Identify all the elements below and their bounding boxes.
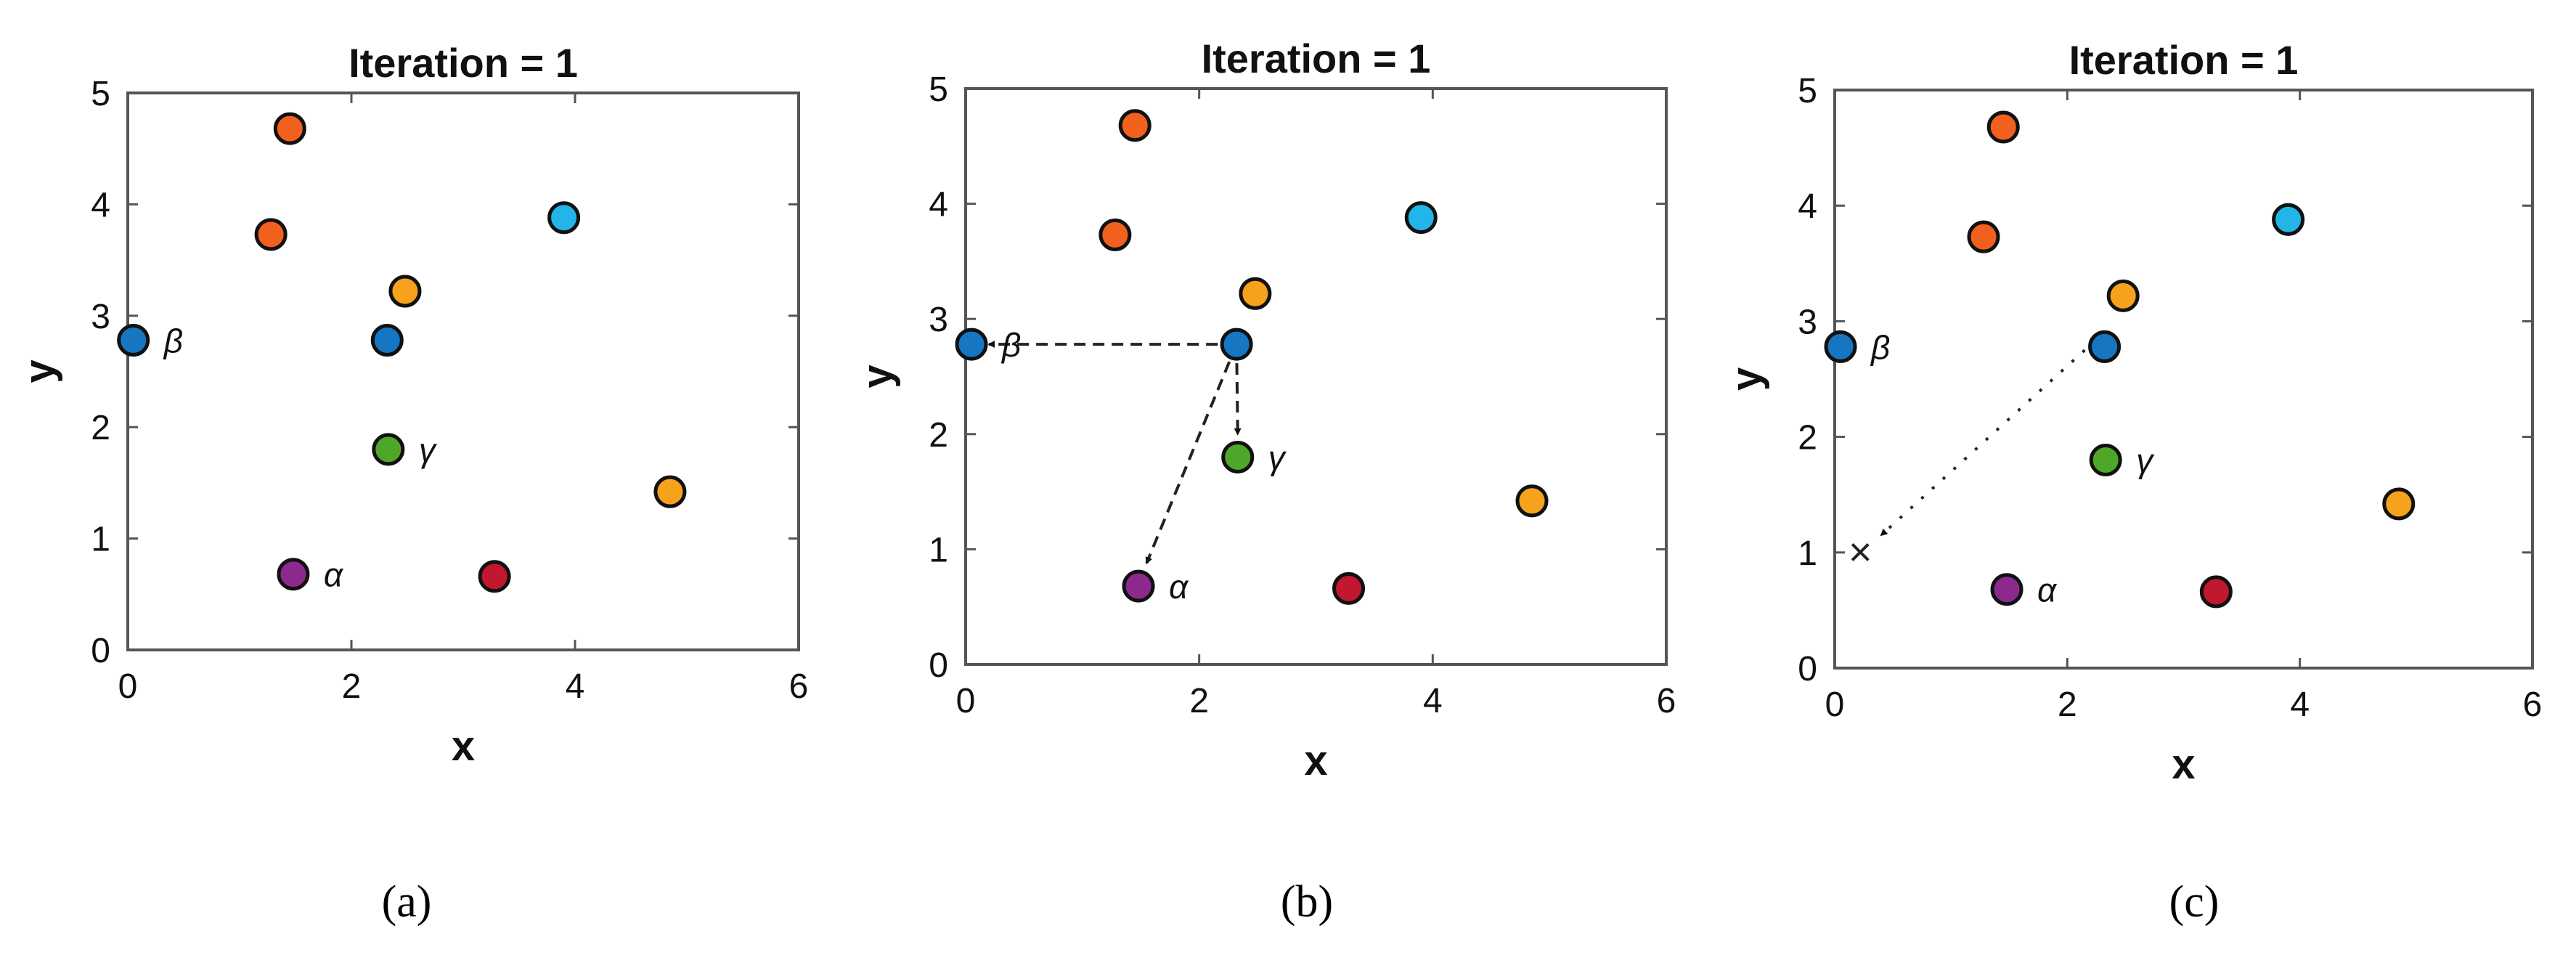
chart-title: Iteration = 1 [1202,36,1431,81]
caption-c: (c) [2169,877,2220,927]
data-point [1990,573,2023,606]
point-label: α [2037,571,2058,609]
data-point [273,112,306,145]
data-point [1986,110,2020,144]
x-tick-label: 2 [1189,682,1209,720]
x-tick-label: 2 [2058,686,2077,724]
data-point [117,324,150,357]
plot-frame [126,91,800,651]
data-point [2382,487,2416,521]
y-tick-label: 0 [91,632,110,670]
caption-b: (b) [1281,877,1333,927]
y-tick-label: 0 [1798,650,1817,688]
data-point [1118,109,1152,142]
data-point [1239,277,1272,310]
data-point [1332,571,1366,605]
data-point [1220,328,1253,361]
x-tick-label: 4 [1423,682,1443,720]
chart-panel-b: Iteration = 1 0 2 4 6 0 1 2 3 4 5 x y β γ α [854,36,1676,784]
data-point [2199,575,2233,609]
x-tick-label: 2 [342,667,362,706]
x-tick-label: 0 [118,667,138,706]
point-label: β [1000,326,1021,364]
y-tick-label: 2 [929,416,948,455]
arrow-line [1234,344,1242,436]
y-tick-label: 1 [929,531,948,569]
arrow-line [1145,343,1238,565]
y-tick-label: 0 [929,646,948,685]
data-point [372,433,405,466]
plot-frame [1833,89,2534,670]
data-point [478,560,511,593]
point-label: α [324,556,344,594]
y-tick-label: 2 [1798,419,1817,457]
x-tick-label: 0 [956,682,976,720]
data-point [2272,203,2305,236]
y-tick-label: 1 [91,521,110,559]
y-tick-label: 5 [1798,72,1817,110]
y-tick-label: 4 [91,186,110,224]
y-tick-label: 3 [91,298,110,336]
data-point [2088,330,2121,363]
x-tick-label: 6 [2523,686,2543,724]
point-label: β [1870,328,1890,366]
x-tick-label: 4 [2290,686,2310,724]
chart-panel-a: Iteration = 1 0 2 4 6 0 1 2 3 4 5 x y β γ α [16,40,808,770]
data-point [955,328,988,361]
y-tick-label: 3 [1798,303,1817,341]
x-tick-label: 4 [566,667,585,706]
data-point [254,218,288,251]
data-point [653,475,687,508]
data-point [1404,201,1438,235]
cross-marker: × [1849,529,1872,574]
y-tick-label: 5 [929,70,948,109]
y-axis-label: y [1723,367,1770,391]
caption-a: (a) [382,877,432,927]
y-axis-label: y [16,359,63,383]
y-tick-label: 1 [1798,534,1817,573]
chart-title: Iteration = 1 [2069,37,2299,83]
x-tick-label: 6 [789,667,809,706]
x-axis-label: x [1304,737,1327,784]
y-tick-label: 4 [1798,187,1817,226]
data-point [1221,441,1255,474]
data-point [388,274,422,308]
data-point [2089,443,2122,476]
data-point [1122,569,1155,603]
y-tick-label: 3 [929,301,948,339]
point-label: α [1169,568,1189,606]
x-tick-label: 6 [1657,682,1676,720]
data-point [1967,220,2000,253]
data-point [370,324,404,357]
y-tick-label: 4 [929,186,948,224]
y-axis-label: y [854,365,901,388]
point-label: γ [1268,439,1287,477]
data-point [1515,484,1549,518]
chart-panel-c: Iteration = 1 0 2 4 6 0 1 2 3 4 5 x y × β γ α [1723,37,2542,788]
plot-frame [964,87,1668,666]
arrow-line [1880,349,2086,537]
y-tick-label: 2 [91,409,110,447]
data-point [277,558,310,591]
data-point [547,201,581,235]
chart-title: Iteration = 1 [349,40,578,86]
y-tick-label: 5 [91,75,110,113]
point-label: γ [419,431,438,469]
data-point [1824,330,1857,363]
x-axis-label: x [452,723,475,770]
point-label: γ [2136,442,2155,479]
x-axis-label: x [2172,741,2195,788]
point-label: β [163,322,183,360]
data-point [1099,218,1132,251]
data-point [2106,279,2140,312]
x-tick-label: 0 [1825,686,1845,724]
